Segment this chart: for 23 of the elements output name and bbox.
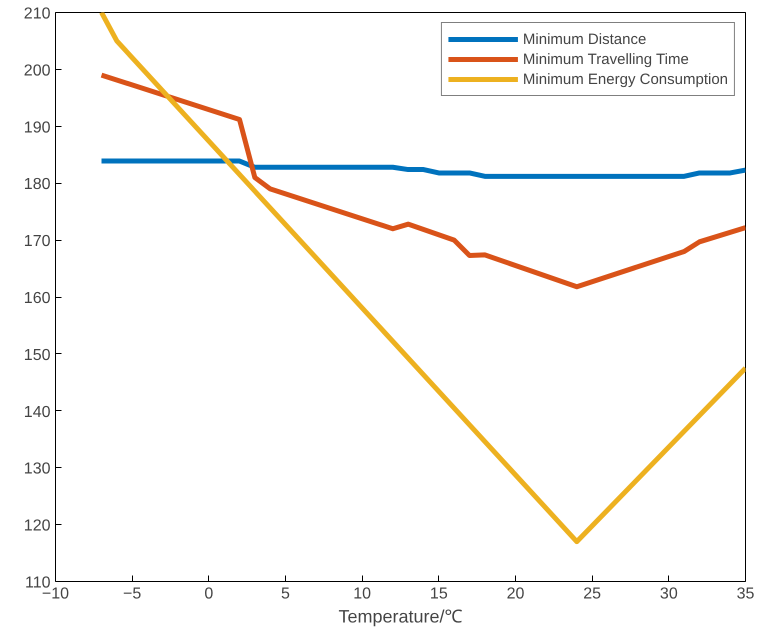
x-tick-label: −5: [123, 586, 142, 602]
y-tick-label: 130: [24, 460, 51, 478]
legend-label: Minimum Travelling Time: [522, 50, 689, 68]
x-tick-label: 0: [204, 586, 214, 602]
x-tick-label: 35: [736, 586, 754, 602]
y-tick-label: 180: [24, 176, 51, 194]
y-tick-label: 120: [24, 518, 51, 535]
x-tick-label: 5: [281, 586, 290, 602]
y-tick-label: 170: [24, 233, 51, 250]
y-tick-label: 190: [24, 119, 51, 136]
x-tick-label: 25: [583, 586, 602, 602]
x-tick-label: 10: [353, 586, 372, 602]
x-tick-label: 15: [430, 586, 448, 602]
y-tick-label: 140: [24, 404, 51, 421]
y-tick-label: 150: [24, 346, 51, 364]
x-axis-title: Temperature/℃: [338, 606, 463, 626]
legend-label: Minimum Distance: [522, 30, 646, 48]
y-tick-label: 210: [24, 6, 51, 22]
legend-label: Minimum Energy Consumption: [522, 70, 728, 88]
y-tick-label: 160: [24, 290, 51, 307]
x-tick-label: 20: [506, 586, 524, 602]
x-tick-label: 30: [660, 586, 678, 602]
y-tick-label: 200: [24, 62, 51, 80]
